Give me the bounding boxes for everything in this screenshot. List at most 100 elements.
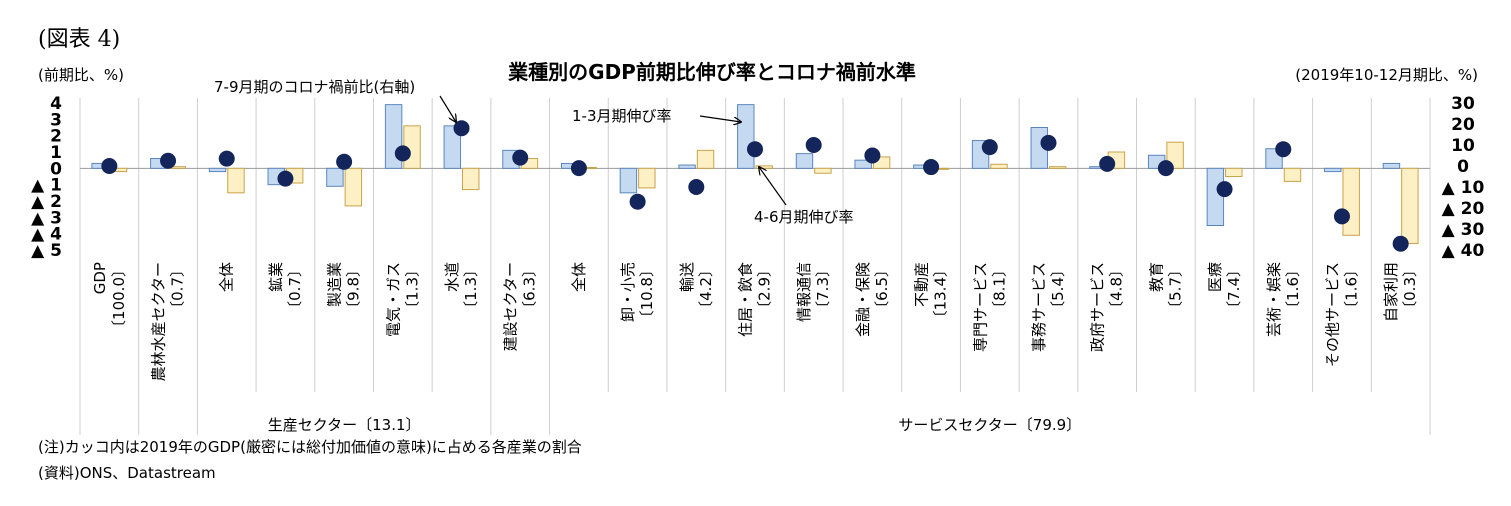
chart-title: 業種別のGDP前期比伸び率とコロナ禍前水準	[508, 60, 916, 84]
category-weight: 〔13.4〕	[932, 262, 950, 325]
dot-pre-covid-level	[1275, 141, 1292, 158]
group-label: 生産セクター〔13.1〕	[268, 416, 421, 434]
annotation-q1-arrow	[699, 115, 741, 122]
bar-q1	[854, 159, 872, 169]
bar-q2	[696, 149, 715, 169]
annotation-q2-arrow	[759, 167, 787, 206]
group-label: サービスセクター〔79.9〕	[898, 416, 1081, 434]
category-label: 全体	[218, 262, 236, 292]
annotation-dot-series: 7-9月期のコロナ禍前比(右軸)	[214, 78, 415, 96]
bar-q2	[1225, 167, 1243, 177]
dot-pre-covid-level	[101, 158, 118, 174]
category-weight: 〔1.6〕	[1284, 262, 1302, 316]
bar-q2	[462, 167, 480, 191]
dot-pre-covid-level	[1392, 235, 1409, 252]
left-tick-label: 4	[50, 94, 62, 114]
category-label: 政府サービス	[1089, 262, 1107, 352]
bar-q1	[208, 167, 227, 173]
dot-pre-covid-level	[512, 149, 529, 166]
category-weight: 〔100.0〕	[110, 262, 128, 335]
bar-q2	[1283, 167, 1302, 182]
category-weight: 〔0.3〕	[1401, 262, 1419, 316]
dot-pre-covid-level	[747, 141, 763, 158]
category-label: 教育	[1147, 262, 1165, 292]
category-label: 全体	[570, 262, 588, 292]
category-label: その他サービス	[1323, 262, 1341, 367]
bar-q2	[990, 163, 1008, 169]
category-weight: 〔0.7〕	[169, 262, 187, 316]
annotation-q2-series: 4-6月期伸び率	[754, 208, 854, 226]
category-label: 卸・小売	[619, 262, 637, 322]
category-weight: 〔5.4〕	[1049, 262, 1067, 316]
category-weight: 〔6.5〕	[873, 262, 891, 316]
dot-pre-covid-level	[805, 137, 822, 153]
right-tick-label: 30	[1451, 94, 1475, 114]
category-label: 電気・ガス	[384, 262, 402, 337]
left-tick-label: 0	[50, 159, 62, 179]
bar-q2	[1342, 167, 1360, 236]
category-label: 製造業	[326, 262, 344, 307]
category-weight: 〔7.3〕	[814, 262, 832, 316]
bar-q1	[678, 164, 696, 169]
bar-q1	[1324, 167, 1342, 173]
dot-pre-covid-level	[218, 150, 235, 167]
category-weight: 〔1.3〕	[462, 262, 480, 316]
left-tick-label: ▲ 5	[31, 241, 62, 261]
right-tick-label: 20	[1451, 115, 1475, 135]
category-label: 金融・保険	[854, 262, 872, 337]
category-weight: 〔9.8〕	[345, 262, 363, 316]
dot-pre-covid-level	[981, 139, 998, 156]
left-tick-label: ▲ 4	[31, 225, 62, 245]
figure-label: (図表 4)	[38, 27, 120, 52]
category-weight: 〔8.1〕	[990, 262, 1008, 316]
category-label: 鉱業	[267, 262, 285, 292]
bar-q1	[1382, 162, 1401, 169]
category-weight: 〔0.7〕	[286, 262, 304, 316]
right-tick-label: 0	[1457, 157, 1469, 177]
dot-pre-covid-level	[453, 120, 470, 137]
category-label: 自家利用	[1382, 262, 1400, 322]
right-tick-label: ▲ 40	[1442, 241, 1485, 261]
bar-q2	[227, 167, 245, 194]
footnote: (注)カッコ内は2019年のGDP(厳密には総付加価値の意味)に占める各産業の割…	[38, 438, 582, 456]
dot-pre-covid-level	[1040, 134, 1057, 151]
dot-pre-covid-level	[864, 147, 881, 164]
left-tick-label: ▲ 2	[31, 192, 62, 212]
bar-q2	[344, 167, 363, 207]
bar-q2	[1048, 166, 1067, 169]
category-weight: 〔5.7〕	[1166, 262, 1184, 316]
category-label: 不動産	[913, 262, 931, 307]
category-weight: 〔1.3〕	[403, 262, 421, 316]
annotation-q1-series: 1-3月期伸び率	[572, 107, 672, 125]
left-tick-label: ▲ 3	[31, 208, 62, 228]
bar-q2	[1401, 167, 1419, 244]
category-label: 事務サービス	[1030, 262, 1048, 352]
category-label: 情報通信	[795, 262, 813, 322]
category-label: 水道	[443, 262, 461, 292]
category-weight: 〔4.2〕	[697, 262, 715, 316]
dot-pre-covid-level	[688, 179, 705, 195]
dot-pre-covid-level	[394, 145, 411, 162]
category-weight: 〔10.8〕	[638, 262, 656, 325]
left-tick-label: 3	[50, 110, 62, 130]
source-note: (資料)ONS、Datastream	[38, 464, 216, 482]
annotation-dot-arrow	[439, 95, 456, 122]
bar-q1	[795, 153, 814, 169]
category-label: 芸術・娯楽	[1265, 262, 1283, 337]
category-label: GDP	[91, 262, 109, 294]
category-label: 農林水産セクター	[150, 262, 168, 381]
right-tick-label: ▲ 10	[1442, 178, 1485, 198]
dot-pre-covid-level	[336, 153, 353, 170]
bar-q1	[443, 125, 462, 169]
dot-pre-covid-level	[277, 170, 294, 187]
dot-pre-covid-level	[1099, 155, 1116, 172]
bar-q1	[737, 104, 755, 169]
category-weight: 〔4.8〕	[1108, 262, 1126, 316]
right-tick-label: 10	[1451, 136, 1475, 156]
bar-q2	[755, 165, 773, 169]
dot-pre-covid-level	[1333, 208, 1350, 225]
category-weight: 〔2.9〕	[756, 262, 774, 316]
